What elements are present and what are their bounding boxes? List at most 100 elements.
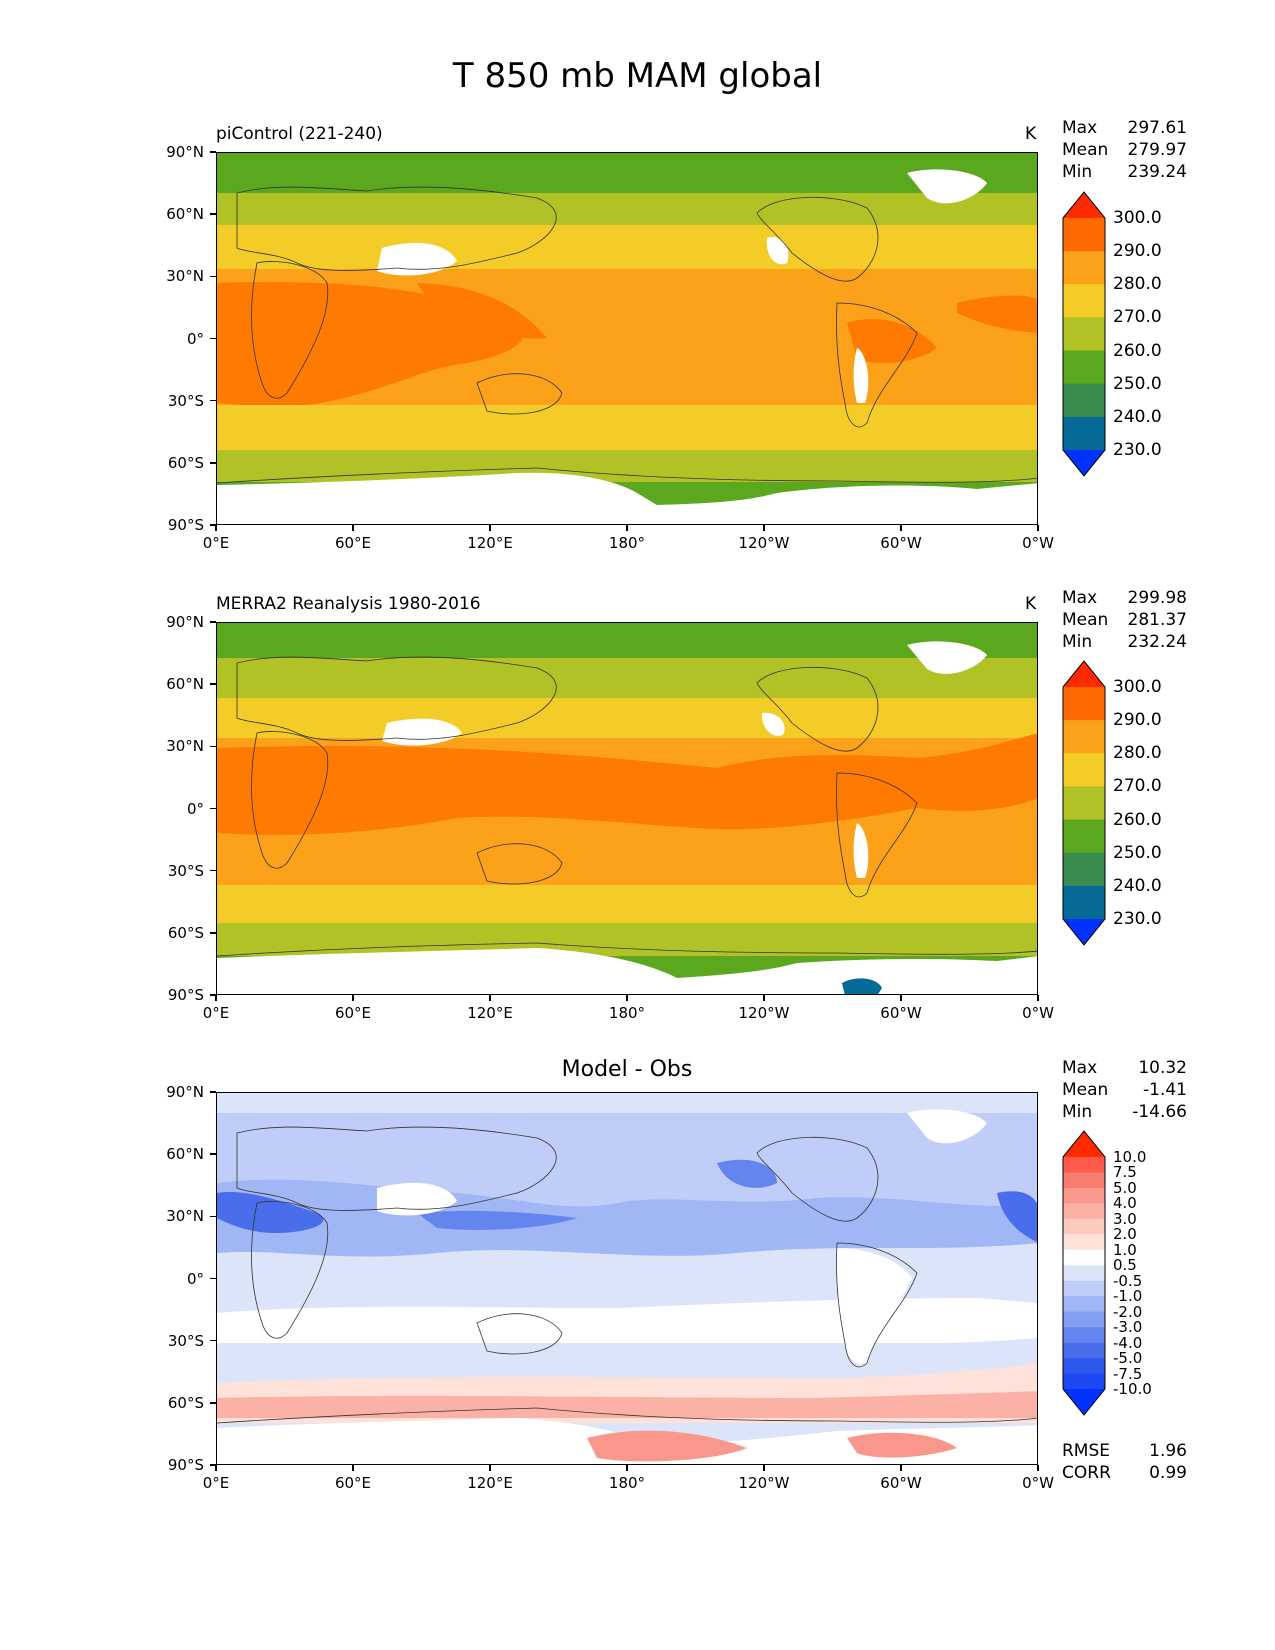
colorbar-tick-label: 2.0 [1113, 1225, 1137, 1244]
panel1-title: piControl (221-240) [216, 124, 383, 144]
colorbar-bottom-extend [1063, 1389, 1105, 1415]
colorbar-tick-label: 300.0 [1113, 677, 1162, 697]
x-tick-label: 120°E [467, 534, 513, 552]
colorbar-tick-label: 3.0 [1113, 1209, 1137, 1228]
y-tick-mark [210, 275, 216, 278]
x-tick-label: 120°W [738, 1004, 790, 1022]
colorbar-segment [1063, 218, 1105, 252]
stat-max-value: 299.98 [1127, 588, 1187, 608]
colorbar-tick-label: -4.0 [1113, 1333, 1143, 1352]
y-tick-mark [210, 1339, 216, 1342]
y-tick-label: 60°N [166, 205, 204, 224]
panel3-stats: Max 10.32 Mean -1.41 Min -14.66 [1062, 1057, 1187, 1123]
stat-mean-value: -1.41 [1143, 1080, 1187, 1100]
colorbar-tick-label: 270.0 [1113, 307, 1162, 328]
colorbar-tick-label: 240.0 [1113, 875, 1162, 896]
figure-title: T 850 mb MAM global [452, 56, 823, 96]
stat-mean-label: Mean [1062, 1080, 1109, 1100]
stat-mean-label: Mean [1062, 140, 1109, 160]
panel2-stats: Max 299.98 Mean 281.37 Min 232.24 [1062, 587, 1187, 653]
colorbar-segment [1063, 852, 1105, 887]
x-tick-mark [626, 1465, 628, 1471]
y-tick-label: 90°N [166, 1083, 204, 1101]
x-tick-mark [215, 995, 217, 1001]
colorbar [1062, 191, 1106, 477]
x-tick-label: 60°E [334, 534, 372, 552]
y-tick-label: 60°S [167, 1393, 204, 1412]
y-tick-mark [210, 807, 216, 810]
colorbar-segment [1063, 350, 1105, 385]
colorbar-segment [1063, 1280, 1105, 1297]
colorbar-segment [1063, 753, 1105, 787]
colorbar-top-extend [1063, 1131, 1105, 1157]
x-tick-mark [763, 1465, 765, 1471]
y-tick-label: 30°N [166, 267, 204, 286]
x-tick-mark [352, 525, 354, 531]
colorbar-tick-label: -5.0 [1113, 1349, 1143, 1368]
x-tick-label: 60°W [880, 1474, 922, 1492]
corr-label: CORR [1062, 1463, 1111, 1483]
stat-max-value: 10.32 [1138, 1058, 1187, 1078]
stat-min-value: 232.24 [1127, 632, 1187, 652]
x-tick-mark [489, 1465, 491, 1471]
y-tick-label: 90°S [167, 516, 204, 534]
y-tick-mark [210, 932, 216, 934]
x-tick-label: 180° [608, 534, 646, 552]
panel1-unit: K [1025, 124, 1037, 144]
y-tick-label: 30°N [166, 1207, 204, 1226]
colorbar-segment [1063, 1187, 1105, 1204]
colorbar-segment [1063, 786, 1105, 821]
y-tick-label: 0° [186, 329, 204, 348]
x-tick-label: 120°W [738, 1474, 790, 1492]
y-tick-mark [210, 399, 216, 402]
x-tick-label: 60°E [334, 1004, 372, 1022]
panel3-map [216, 1092, 1038, 1465]
panel1-stats: Max 297.61 Mean 279.97 Min 239.24 [1062, 117, 1187, 183]
y-tick-mark [210, 1153, 216, 1155]
x-tick-label: 120°E [467, 1474, 513, 1492]
y-tick-mark [210, 213, 216, 215]
colorbar-tick-label: -0.5 [1113, 1271, 1143, 1290]
y-tick-label: 60°N [166, 675, 204, 694]
x-tick-mark [1037, 525, 1039, 531]
stat-max-label: Max [1062, 588, 1098, 608]
rmse-label: RMSE [1062, 1441, 1111, 1461]
colorbar-tick-label: 230.0 [1113, 440, 1162, 460]
y-tick-mark [210, 869, 216, 872]
y-tick-mark [210, 1464, 216, 1466]
colorbar-tick-label: 250.0 [1113, 842, 1162, 863]
colorbar-segment [1063, 1203, 1105, 1220]
x-tick-label: 120°E [467, 1004, 513, 1022]
y-tick-label: 0° [186, 799, 204, 818]
y-tick-mark [210, 151, 216, 153]
colorbar-tick-label: -10.0 [1113, 1380, 1152, 1398]
x-tick-label: 0°W [1022, 1004, 1054, 1022]
y-tick-mark [210, 1215, 216, 1218]
stat-max-label: Max [1062, 1058, 1098, 1078]
x-tick-label: 60°W [880, 534, 922, 552]
x-tick-label: 60°E [334, 1474, 372, 1492]
x-tick-mark [215, 525, 217, 531]
x-tick-label: 0°E [202, 1474, 230, 1492]
x-tick-label: 120°W [738, 534, 790, 552]
colorbar-tick-label: 280.0 [1113, 743, 1162, 764]
corr-value: 0.99 [1149, 1463, 1187, 1483]
x-tick-mark [763, 995, 765, 1001]
panel3-metrics: RMSE 1.96 CORR 0.99 [1062, 1440, 1187, 1484]
colorbar [1062, 660, 1106, 946]
x-tick-label: 0°W [1022, 534, 1054, 552]
x-tick-mark [1037, 995, 1039, 1001]
y-tick-mark [210, 994, 216, 996]
x-tick-mark [763, 525, 765, 531]
colorbar-segment [1063, 1234, 1105, 1251]
x-tick-label: 0°E [202, 1004, 230, 1022]
colorbar-segment [1063, 1249, 1105, 1266]
colorbar-segment [1063, 317, 1105, 352]
colorbar-tick-label: 270.0 [1113, 776, 1162, 797]
colorbar-tick-label: -7.5 [1113, 1364, 1143, 1383]
colorbar-segment [1063, 687, 1105, 721]
y-tick-label: 90°N [166, 143, 204, 161]
x-tick-mark [352, 995, 354, 1001]
x-tick-mark [900, 1465, 902, 1471]
y-tick-label: 30°S [167, 861, 204, 880]
